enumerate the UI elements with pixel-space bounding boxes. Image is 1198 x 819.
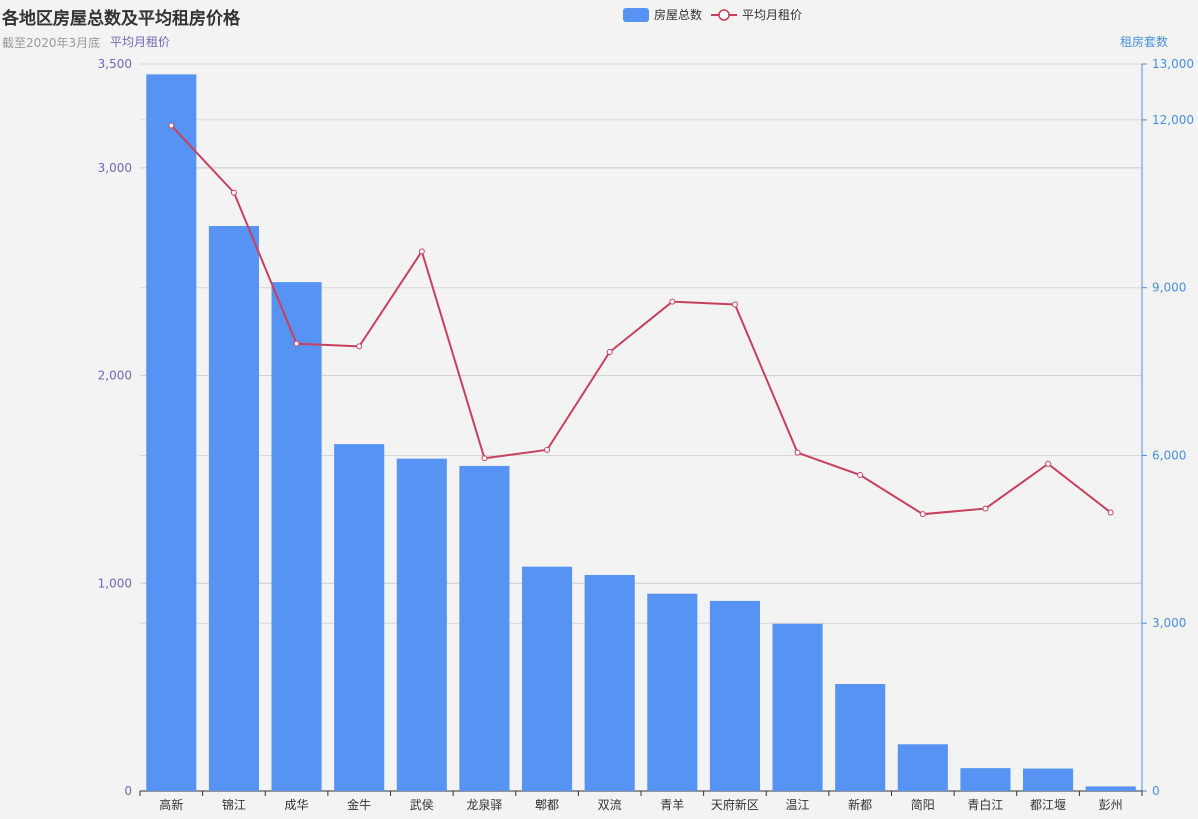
left-tick-label: 3,500	[98, 57, 132, 71]
bar	[960, 768, 1011, 791]
line-point	[293, 340, 300, 347]
bar	[1085, 786, 1136, 791]
bar	[334, 444, 385, 791]
bar	[835, 684, 886, 791]
bar	[709, 600, 760, 791]
x-tick-label: 都江堰	[1030, 798, 1066, 812]
line-point	[857, 472, 864, 479]
x-tick-label: 天府新区	[711, 797, 759, 812]
bar	[208, 226, 259, 791]
legend: 房屋总数 平均月租价	[623, 7, 802, 22]
chart-title: 各地区房屋总数及平均租房价格	[2, 9, 240, 29]
right-tick-label: 13,000	[1152, 57, 1194, 71]
line-path	[170, 124, 1112, 516]
line-point	[418, 248, 425, 255]
legend-bar-swatch	[623, 8, 649, 22]
line-point	[794, 449, 801, 456]
x-tick-label: 青白江	[967, 797, 1003, 812]
x-tick-label: 双流	[598, 798, 622, 812]
right-tick-label: 9,000	[1152, 281, 1186, 295]
right-tick-label: 12,000	[1152, 113, 1194, 127]
legend-bar-label: 房屋总数	[654, 7, 702, 22]
line-point	[230, 189, 237, 196]
line-point	[1045, 460, 1052, 467]
x-tick-label: 郫都	[535, 797, 559, 812]
line-point	[982, 505, 989, 512]
bar	[647, 593, 698, 791]
x-tick-label: 简阳	[911, 798, 935, 812]
right-tick-label: 6,000	[1152, 448, 1186, 462]
legend-line-marker	[718, 9, 730, 21]
line-point	[168, 122, 175, 129]
line-point	[356, 343, 363, 350]
legend-line-label: 平均月租价	[742, 8, 802, 22]
left-tick-label: 3,000	[98, 161, 132, 175]
line-point	[1107, 509, 1114, 516]
x-tick-label: 成华	[285, 798, 309, 812]
x-tick-label: 锦江	[222, 798, 246, 812]
bar	[522, 566, 573, 791]
line-point	[731, 301, 738, 308]
right-axis-name: 租房套数	[1120, 34, 1168, 49]
bar	[459, 465, 510, 791]
line-point	[919, 511, 926, 518]
x-tick-label: 青羊	[660, 797, 684, 812]
bar	[897, 744, 948, 791]
line-series	[168, 122, 1114, 518]
bar	[146, 74, 197, 791]
x-tick-label: 彭州	[1099, 798, 1123, 812]
x-tick-label: 龙泉驿	[466, 798, 502, 812]
line-point	[544, 446, 551, 453]
left-tick-label: 0	[124, 784, 132, 798]
right-tick-label: 3,000	[1152, 616, 1186, 630]
bar	[396, 458, 447, 791]
x-tick-label: 温江	[786, 798, 810, 812]
line-point	[481, 455, 488, 462]
bar	[1023, 768, 1074, 791]
x-tick-label: 高新	[159, 797, 183, 812]
bar	[584, 574, 635, 791]
left-tick-label: 1,000	[98, 576, 132, 590]
line-point	[669, 298, 676, 305]
right-tick-label: 0	[1152, 784, 1160, 798]
left-axis-name: 平均月租价	[110, 35, 170, 49]
x-tick-label: 新都	[848, 797, 872, 812]
bar	[772, 623, 823, 791]
x-tick-label: 武侯	[410, 798, 434, 812]
line-point	[606, 349, 613, 356]
x-tick-label: 金牛	[347, 797, 371, 812]
bar	[271, 282, 322, 791]
left-tick-label: 2,000	[98, 369, 132, 383]
chart-subtitle: 截至2020年3月底	[2, 36, 101, 50]
axes: 0 1,000 2,000 3,000 3,500 0 3,000 6,000 9,000 12,…	[98, 34, 1194, 812]
bar-series	[146, 74, 1136, 791]
